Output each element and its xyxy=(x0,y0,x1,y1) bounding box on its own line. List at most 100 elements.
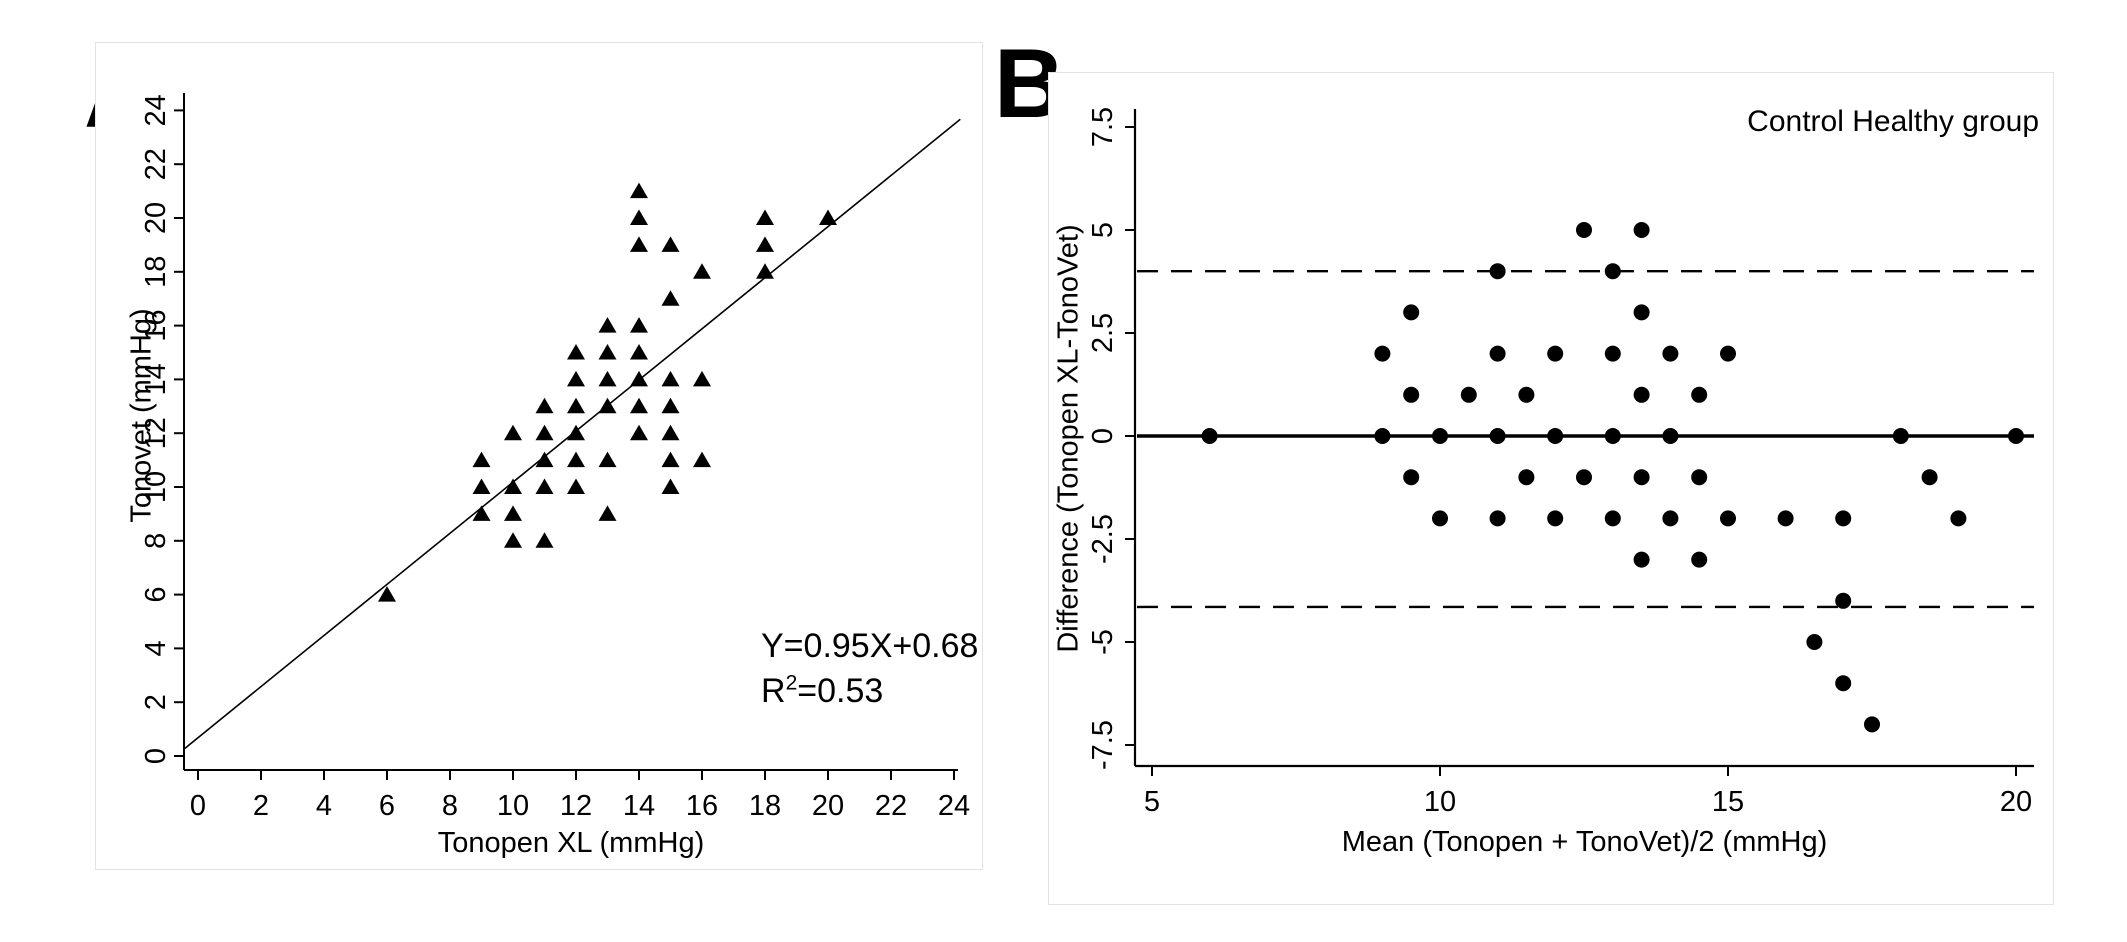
circle-marker xyxy=(1432,510,1448,527)
x-tick-label: 0 xyxy=(190,790,206,822)
circle-marker xyxy=(1403,304,1420,321)
circle-marker xyxy=(1547,345,1564,362)
y-tick-label: 24 xyxy=(140,94,172,126)
circle-marker xyxy=(1374,345,1391,362)
triangle-marker xyxy=(535,424,554,441)
circle-marker xyxy=(1489,263,1506,280)
circle-marker xyxy=(1604,428,1621,444)
y-tick-label: -2.5 xyxy=(1087,514,1119,564)
triangle-marker xyxy=(504,505,522,521)
circle-marker xyxy=(1604,263,1621,280)
x-tick-label: 24 xyxy=(938,790,970,822)
x-tick-label: 15 xyxy=(1712,786,1744,818)
circle-marker xyxy=(1633,222,1650,238)
triangle-marker xyxy=(567,424,585,441)
regression-equation: Y=0.95X+0.68 xyxy=(761,627,979,665)
y-tick-label: 12 xyxy=(140,417,172,449)
triangle-marker xyxy=(535,478,554,494)
y-tick-label: 2.5 xyxy=(1087,313,1119,353)
triangle-marker xyxy=(598,370,617,387)
triangle-marker xyxy=(504,424,522,441)
triangle-marker xyxy=(630,397,648,414)
triangle-marker xyxy=(472,505,491,521)
triangle-marker xyxy=(756,209,774,225)
triangle-marker xyxy=(504,532,522,548)
circle-marker xyxy=(1864,716,1880,733)
triangle-marker xyxy=(661,370,680,387)
triangle-marker xyxy=(378,586,396,602)
triangle-marker xyxy=(661,424,680,441)
triangle-marker xyxy=(661,236,680,252)
y-tick-label: 16 xyxy=(140,309,172,341)
bland-altman-panel-b: 5 10 15 20 7.5 5 2.5 0 -2.5 -5 -7.5 Control Health… xyxy=(1048,72,2054,905)
triangle-marker xyxy=(567,478,585,494)
circle-marker xyxy=(1662,345,1679,362)
y-tick-label: 6 xyxy=(140,587,172,603)
triangle-marker xyxy=(819,209,837,225)
x-tick-label: 4 xyxy=(316,790,332,822)
triangle-marker xyxy=(630,317,648,333)
panel-b-x-axis-title: Mean (Tonopen + TonoVet)/2 (mmHg) xyxy=(1341,826,1828,858)
triangle-marker xyxy=(567,370,585,387)
y-tick-label: 0 xyxy=(1087,428,1119,444)
x-tick-label: 22 xyxy=(875,790,907,822)
y-tick-label: -7.5 xyxy=(1087,720,1119,770)
triangle-marker xyxy=(693,263,711,279)
circle-marker xyxy=(1691,386,1708,403)
panel-a-x-axis-title: Tonopen XL (mmHg) xyxy=(437,827,705,859)
circle-marker xyxy=(1835,675,1852,692)
x-tick-label: 10 xyxy=(497,790,529,822)
circle-marker xyxy=(1691,469,1708,486)
r-squared-base: R xyxy=(761,672,786,710)
triangle-marker xyxy=(535,451,554,468)
y-tick-label: -5 xyxy=(1087,629,1119,655)
panel-b-y-axis-title: Difference (Tonopen XL-TonoVet) xyxy=(1052,224,1085,653)
r-squared-value: R2=0.53 xyxy=(761,671,883,712)
circle-marker xyxy=(1403,386,1420,403)
triangle-marker xyxy=(567,344,585,360)
triangle-marker xyxy=(598,317,617,333)
y-tick-label: 8 xyxy=(140,533,172,549)
x-tick-label: 20 xyxy=(2000,786,2032,818)
circle-marker xyxy=(1691,551,1708,568)
x-tick-label: 18 xyxy=(749,790,781,822)
triangle-marker xyxy=(504,478,522,494)
triangle-marker xyxy=(661,478,680,494)
circle-marker xyxy=(1662,510,1679,527)
triangle-marker xyxy=(567,397,585,414)
scatter-plot-tonopen-vs-tonovet: 0 2 4 6 8 10 12 14 16 18 20 22 240246810121416182022… xyxy=(140,93,970,822)
y-tick-label: 5 xyxy=(1087,222,1119,238)
triangle-marker xyxy=(630,236,648,252)
x-tick-label: 5 xyxy=(1144,786,1160,818)
circle-marker xyxy=(1777,510,1794,527)
y-tick-label: 4 xyxy=(140,640,172,656)
circle-marker xyxy=(1518,386,1535,403)
triangle-marker xyxy=(598,397,617,414)
triangle-marker xyxy=(630,209,648,225)
triangle-marker xyxy=(598,451,617,468)
triangle-marker xyxy=(693,370,711,387)
circle-marker xyxy=(1432,428,1448,444)
circle-marker xyxy=(1201,428,1218,444)
circle-marker xyxy=(1604,510,1621,527)
x-tick-label: 10 xyxy=(1424,786,1456,818)
circle-marker xyxy=(1835,510,1852,527)
x-tick-label: 8 xyxy=(442,790,458,822)
circle-marker xyxy=(1460,386,1477,403)
x-tick-label: 2 xyxy=(253,790,269,822)
circle-marker xyxy=(1921,469,1938,486)
y-tick-label: 20 xyxy=(140,202,172,234)
triangle-marker xyxy=(598,505,617,521)
y-tick-label: 14 xyxy=(140,363,172,395)
circle-marker xyxy=(1576,469,1592,486)
y-tick-label: 10 xyxy=(140,471,172,503)
triangle-marker xyxy=(630,424,648,441)
scatter-panel-a: 0 2 4 6 8 10 12 14 16 18 20 22 24 0 2 4 6 8 10 12 14 16 18 20 22… xyxy=(95,42,983,870)
x-tick-label: 14 xyxy=(623,790,655,822)
circle-marker xyxy=(1892,428,1909,444)
triangle-marker xyxy=(630,182,648,199)
x-tick-label: 20 xyxy=(812,790,844,822)
circle-marker xyxy=(1720,510,1736,527)
circle-marker xyxy=(1835,592,1852,609)
